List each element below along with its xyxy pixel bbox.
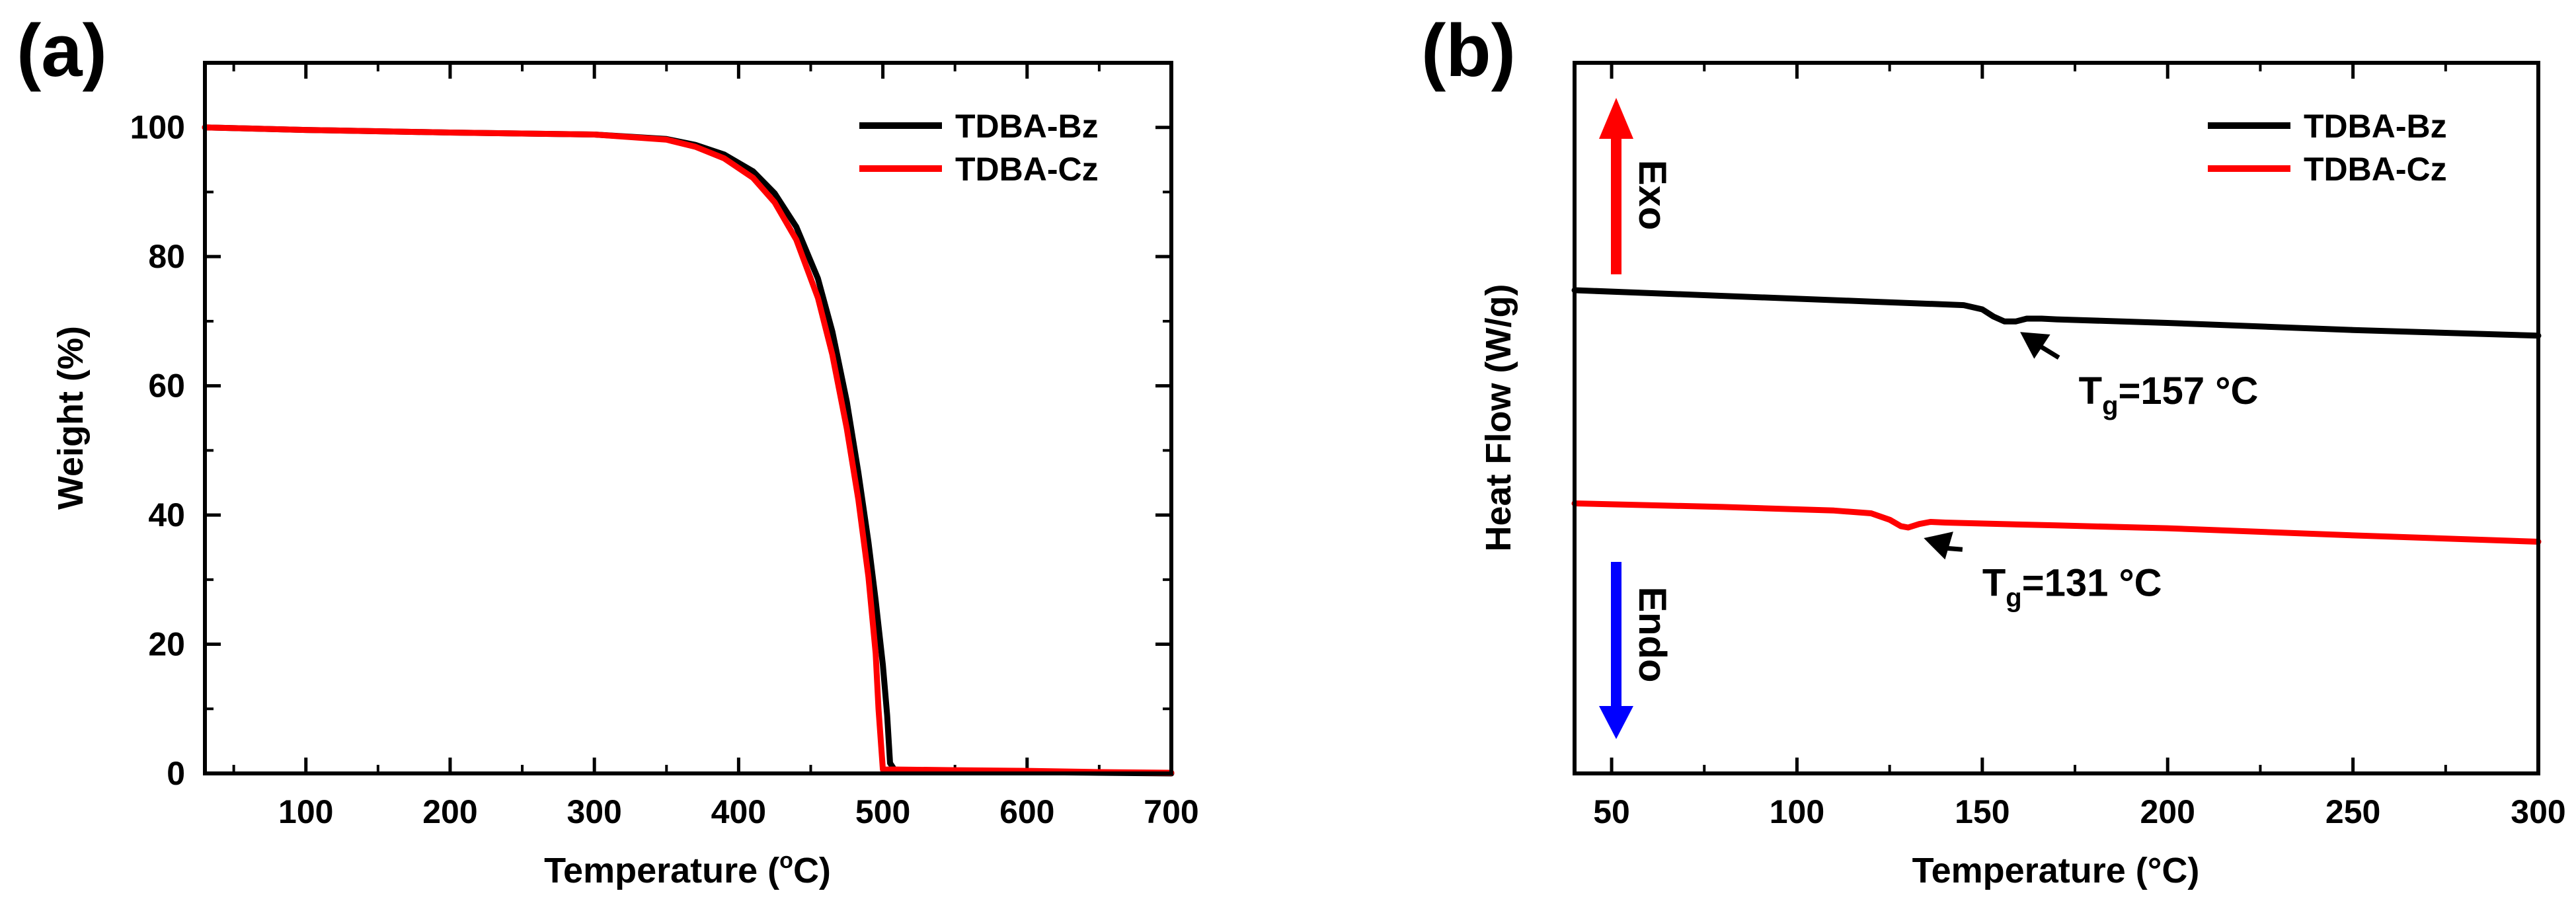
a-legend: TDBA-Bz TDBA-Cz [859, 108, 1099, 188]
a-series-tdba-bz [202, 124, 1175, 777]
panel-b: (b) 50 100 150 200 250 300 Temperature (°C) H… [1421, 9, 2566, 890]
a-xtick-label: 300 [566, 793, 621, 830]
b-endo-arrow-shaft [1611, 562, 1621, 707]
a-xtick-label: 100 [278, 793, 333, 830]
b-xtick-label: 50 [1593, 793, 1630, 830]
a-ytick-label: 100 [130, 109, 185, 146]
a-ytick-label: 20 [148, 626, 185, 663]
b-xtick-label: 200 [2140, 793, 2195, 830]
a-x-axis-label: Temperature (oC) [544, 848, 831, 890]
b-y-axis-label: Heat Flow (W/g) [1479, 284, 1518, 552]
a-plot-frame [203, 61, 1173, 775]
a-legend-label: TDBA-Bz [955, 108, 1099, 145]
b-series-tdba-cz [1571, 500, 2542, 545]
b-annotation-label: Tg=157 °C [2079, 370, 2259, 420]
a-xtick-label: 200 [422, 793, 477, 830]
a-xtick-label: 600 [999, 793, 1054, 830]
a-ytick-label: 80 [148, 238, 185, 275]
a-series-tdba-cz [202, 124, 1175, 776]
b-xtick-label: 100 [1770, 793, 1824, 830]
a-xtick-label: 400 [711, 793, 766, 830]
b-legend: TDBA-Bz TDBA-Cz [2208, 108, 2447, 188]
b-direction-indicators: Exo Endo [1599, 98, 1674, 739]
panel-a: (a) 100 200 300 400 500 600 700 0 20 40 60 80 100 Te… [17, 9, 1199, 890]
b-tick-labels: 50 100 150 200 250 300 [1593, 793, 2565, 830]
a-xtick-label: 700 [1144, 793, 1198, 830]
b-annotation-arrowhead [2020, 332, 2050, 359]
b-annotation-arrowhead [1924, 531, 1953, 560]
a-xtick-label: 500 [855, 793, 910, 830]
b-endo-label: Endo [1631, 587, 1674, 683]
a-ytick-label: 0 [167, 755, 185, 792]
panel-b-label: (b) [1421, 9, 1516, 92]
b-legend-label: TDBA-Cz [2304, 151, 2447, 188]
a-tick-labels: 100 200 300 400 500 600 700 0 20 40 60 80 100 [130, 109, 1199, 830]
b-xtick-label: 250 [2325, 793, 2380, 830]
a-series-group [202, 124, 1175, 777]
b-annotations: Tg=157 °C Tg=131 °C [1924, 332, 2258, 612]
b-exo-arrow-shaft [1611, 139, 1621, 274]
b-endo-arrow-head [1599, 706, 1633, 739]
a-y-axis-label: Weight (%) [51, 326, 91, 510]
b-exo-label: Exo [1631, 160, 1674, 230]
b-plot-frame [1573, 61, 2540, 775]
a-ytick-label: 60 [148, 368, 185, 405]
b-legend-label: TDBA-Bz [2304, 108, 2447, 145]
a-ytick-label: 40 [148, 496, 185, 533]
a-legend-label: TDBA-Cz [955, 151, 1099, 188]
b-annotation-label: Tg=131 °C [1982, 561, 2162, 612]
b-series-tdba-bz [1571, 287, 2542, 339]
b-xtick-label: 150 [1955, 793, 2010, 830]
b-series-group [1571, 287, 2542, 545]
b-exo-arrow-head [1599, 98, 1633, 139]
b-xtick-label: 300 [2511, 793, 2565, 830]
b-x-axis-label: Temperature (°C) [1912, 851, 2200, 890]
panel-a-label: (a) [17, 9, 107, 92]
